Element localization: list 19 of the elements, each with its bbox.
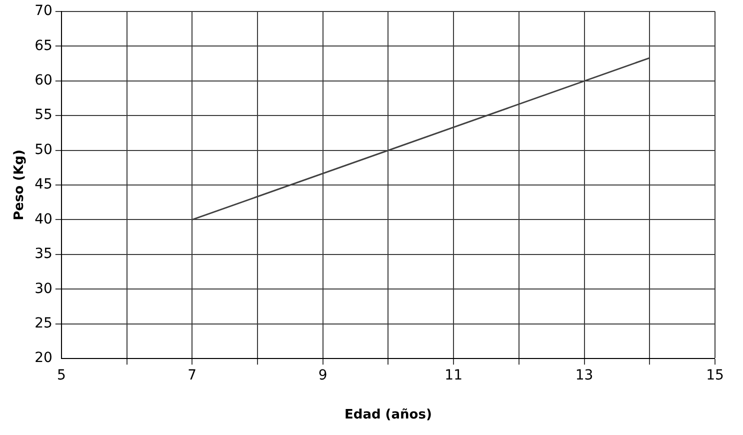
y-tick-label: 45: [34, 176, 52, 193]
x-tick-label: 9: [318, 368, 328, 384]
x-tick-label: 13: [575, 368, 594, 384]
x-tick-label: 15: [706, 368, 724, 384]
y-axis-title: Peso (Kg): [12, 150, 28, 220]
y-tick-label: 35: [34, 246, 52, 262]
y-tick-label: 40: [34, 211, 52, 228]
y-tick-label: 55: [34, 107, 52, 124]
y-tick-label: 30: [34, 280, 52, 297]
x-tick-label: 11: [444, 368, 462, 384]
y-tick-label: 25: [34, 316, 52, 332]
y-tick-label: 65: [34, 38, 52, 54]
x-axis-title: Edad (años): [344, 408, 432, 423]
x-tick-label: 5: [56, 368, 66, 384]
y-tick-label: 70: [34, 3, 52, 20]
y-tick-label: 20: [34, 350, 52, 366]
y-tick-label: 60: [34, 72, 52, 88]
y-tick-label: 50: [34, 142, 52, 158]
x-tick-label: 7: [188, 368, 197, 384]
